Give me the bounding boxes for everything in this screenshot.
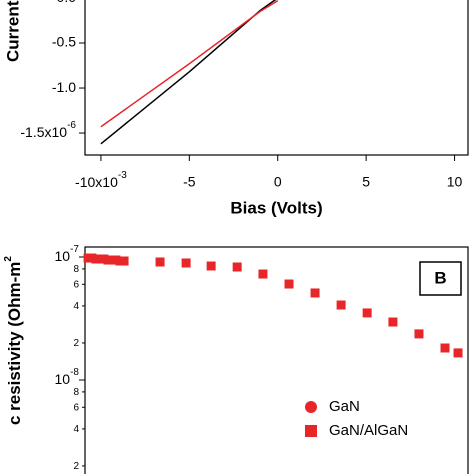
y-tick-label-exponent: -6	[67, 120, 76, 131]
y-tick-label-base: 4	[73, 424, 79, 435]
data-point	[232, 262, 242, 272]
y-tick-label: 2	[73, 338, 79, 349]
y-tick-label: 0.0	[57, 0, 77, 5]
x-axis-label: Bias (Volts)	[230, 198, 322, 217]
data-point	[362, 308, 372, 318]
plot-frame	[84, 0, 469, 156]
legend-marker	[305, 401, 317, 413]
data-point	[440, 343, 450, 353]
y-tick-label-base: 10	[55, 248, 71, 264]
x-tick-label: 5	[362, 174, 370, 190]
x-tick-label: 10	[447, 174, 463, 190]
y-axis-label-exponent: 2	[3, 256, 14, 262]
panel-label: B	[434, 268, 446, 287]
data-point	[284, 279, 294, 289]
x-tick-label-exponent: -3	[118, 170, 127, 181]
y-tick-label-base: 4	[73, 301, 79, 312]
y-tick-label: 4	[73, 424, 79, 435]
y-tick-label-base: 8	[73, 387, 79, 398]
y-tick-label-exponent: -8	[70, 367, 79, 378]
y-axis-label: Current	[3, 0, 22, 62]
y-tick-label: 2	[73, 461, 79, 472]
legend-marker	[305, 425, 317, 437]
data-point	[388, 317, 398, 327]
data-point	[119, 256, 129, 266]
data-point	[336, 300, 346, 310]
y-tick-label: -1.5x10-6	[20, 120, 76, 140]
data-line	[100, 0, 279, 128]
panel-label-box	[419, 261, 462, 296]
y-axis-label: c resistivity (Ohm-m2	[3, 256, 25, 425]
legend-label: GaN/AlGaN	[329, 422, 408, 439]
y-tick-label: 6	[73, 279, 79, 290]
data-point	[453, 348, 463, 358]
y-tick-label-base: 6	[73, 402, 79, 413]
data-point	[258, 269, 268, 279]
legend-label: GaN	[329, 398, 360, 415]
y-tick-label: 8	[73, 387, 79, 398]
plot-frame	[84, 246, 469, 474]
data-point	[310, 288, 320, 298]
y-tick-label-base: -1.5x10	[20, 124, 67, 140]
y-tick-label: 10-7	[55, 244, 80, 264]
x-tick-label: -10x10-3	[75, 170, 127, 190]
y-tick-label-base: 2	[73, 461, 79, 472]
data-point	[181, 258, 191, 268]
y-tick-label-base: -1.0	[52, 79, 76, 95]
y-tick-label: 10-8	[55, 367, 80, 387]
y-tick-label-exponent: -7	[70, 244, 79, 255]
y-axis-label-base: c resistivity (Ohm-m	[5, 262, 24, 425]
data-line	[100, 0, 277, 145]
y-tick-label-base: 10	[55, 371, 71, 387]
y-tick-label-base: 2	[73, 338, 79, 349]
y-tick-label-base: 6	[73, 279, 79, 290]
x-tick-label-base: -10x10	[75, 174, 118, 190]
y-tick-label: 6	[73, 402, 79, 413]
data-point	[414, 329, 424, 339]
y-tick-label-base: 8	[73, 264, 79, 275]
x-tick-label: 0	[274, 174, 282, 190]
x-tick-label: -5	[183, 174, 196, 190]
y-tick-label: 8	[73, 264, 79, 275]
data-point	[155, 257, 165, 267]
y-tick-label: -0.5	[52, 34, 76, 50]
y-tick-label: 4	[73, 301, 79, 312]
y-tick-label-base: 0.0	[57, 0, 77, 5]
y-tick-label: -1.0	[52, 79, 76, 95]
data-point	[206, 261, 216, 271]
